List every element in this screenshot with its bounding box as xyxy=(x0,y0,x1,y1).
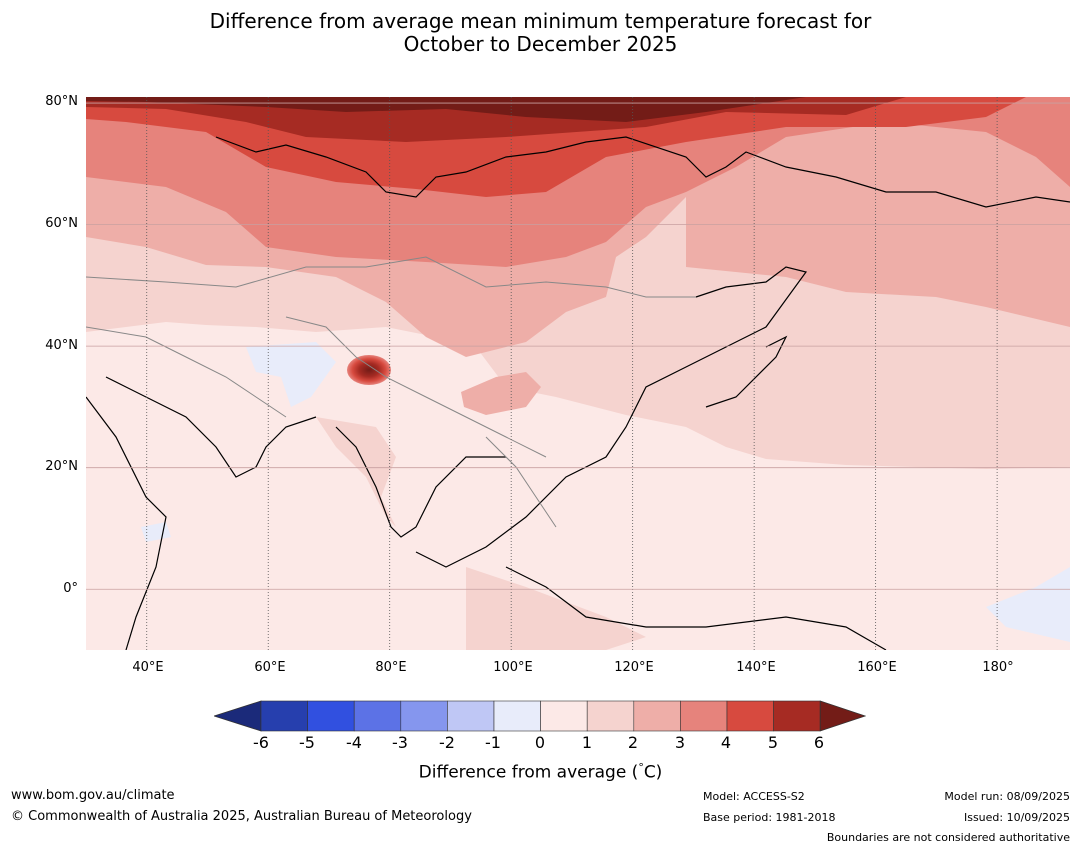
colorbar-tick: 3 xyxy=(674,733,686,752)
border-mideast xyxy=(86,326,287,418)
colorbar-segment xyxy=(726,700,774,732)
colorbar-segment xyxy=(680,700,728,732)
colorbar-tick: 1 xyxy=(581,733,593,752)
colorbar-tick: 6 xyxy=(813,733,825,752)
colorbar-tick: 5 xyxy=(767,733,779,752)
coastline-indonesia xyxy=(505,566,887,650)
border-russia-south xyxy=(86,256,696,298)
colorbar-tick: 0 xyxy=(534,733,546,752)
lat-label-60n: 60°N xyxy=(45,216,78,231)
lon-label-80e: 80°E xyxy=(375,660,407,675)
colorbar-arrow-high xyxy=(819,700,866,732)
lon-label-40e: 40°E xyxy=(132,660,164,675)
anomaly-band-negative-pacific xyxy=(986,567,1070,642)
coastline-india xyxy=(335,426,506,538)
website-link[interactable]: www.bom.gov.au/climate xyxy=(11,788,175,803)
colorbar-segment xyxy=(540,700,588,732)
map-title-line2: October to December 2025 xyxy=(403,32,678,56)
border-china-west xyxy=(285,316,547,458)
issued-text: Issued: 10/09/2025 xyxy=(963,811,1070,824)
disclaimer-text: Boundaries are not considered authoritat… xyxy=(826,831,1070,844)
copyright-text: © Commonwealth of Australia 2025, Austra… xyxy=(11,809,472,824)
model-text: Model: ACCESS-S2 xyxy=(703,790,805,803)
lon-label-180: 180° xyxy=(982,660,1014,675)
colorbar-segment xyxy=(773,700,821,732)
colorbar-segment xyxy=(400,700,448,732)
lon-label-140e: 140°E xyxy=(736,660,776,675)
anomaly-band-1-2-south xyxy=(316,417,396,527)
coastline-japan xyxy=(705,335,788,408)
anomaly-map xyxy=(86,97,1070,650)
colorbar xyxy=(214,700,866,732)
colorbar-tick: -5 xyxy=(299,733,315,752)
colorbar-tick: -6 xyxy=(253,733,269,752)
anomaly-hotspot xyxy=(347,355,391,385)
colorbar-segment xyxy=(260,700,308,732)
colorbar-segment xyxy=(307,700,355,732)
colorbar-arrow-low xyxy=(214,700,262,732)
colorbar-tick: 4 xyxy=(720,733,732,752)
anomaly-band-1-2-sea xyxy=(466,567,646,650)
lat-label-20n: 20°N xyxy=(45,459,78,474)
lat-label-40n: 40°N xyxy=(45,338,78,353)
lon-label-60e: 60°E xyxy=(254,660,286,675)
lat-label-0: 0° xyxy=(63,581,78,596)
colorbar-segment xyxy=(447,700,495,732)
model-run-text: Model run: 08/09/2025 xyxy=(944,790,1070,803)
colorbar-tick: -2 xyxy=(439,733,455,752)
coastline-arctic xyxy=(215,136,1070,208)
colorbar-tick: -1 xyxy=(485,733,501,752)
colorbar-segment xyxy=(586,700,635,732)
colorbar-tick: -3 xyxy=(392,733,408,752)
colorbar-segment xyxy=(633,700,681,732)
colorbar-segment xyxy=(353,700,402,732)
coastline-africa xyxy=(86,396,167,650)
map-title-line1: Difference from average mean minimum tem… xyxy=(209,9,872,33)
lon-label-120e: 120°E xyxy=(614,660,654,675)
anomaly-band-2-3-tibet xyxy=(461,372,541,415)
coastline-arabia xyxy=(105,376,317,478)
colorbar-label: Difference from average (°C) xyxy=(418,761,663,783)
coastline-east-asia xyxy=(415,266,808,568)
lat-label-80n: 80°N xyxy=(45,94,78,109)
colorbar-tick: -4 xyxy=(346,733,362,752)
lon-label-160e: 160°E xyxy=(857,660,897,675)
border-seasia xyxy=(485,436,557,528)
colorbar-tick: 2 xyxy=(627,733,639,752)
colorbar-segment xyxy=(493,700,541,732)
lon-label-100e: 100°E xyxy=(493,660,533,675)
base-period-text: Base period: 1981-2018 xyxy=(703,811,836,824)
